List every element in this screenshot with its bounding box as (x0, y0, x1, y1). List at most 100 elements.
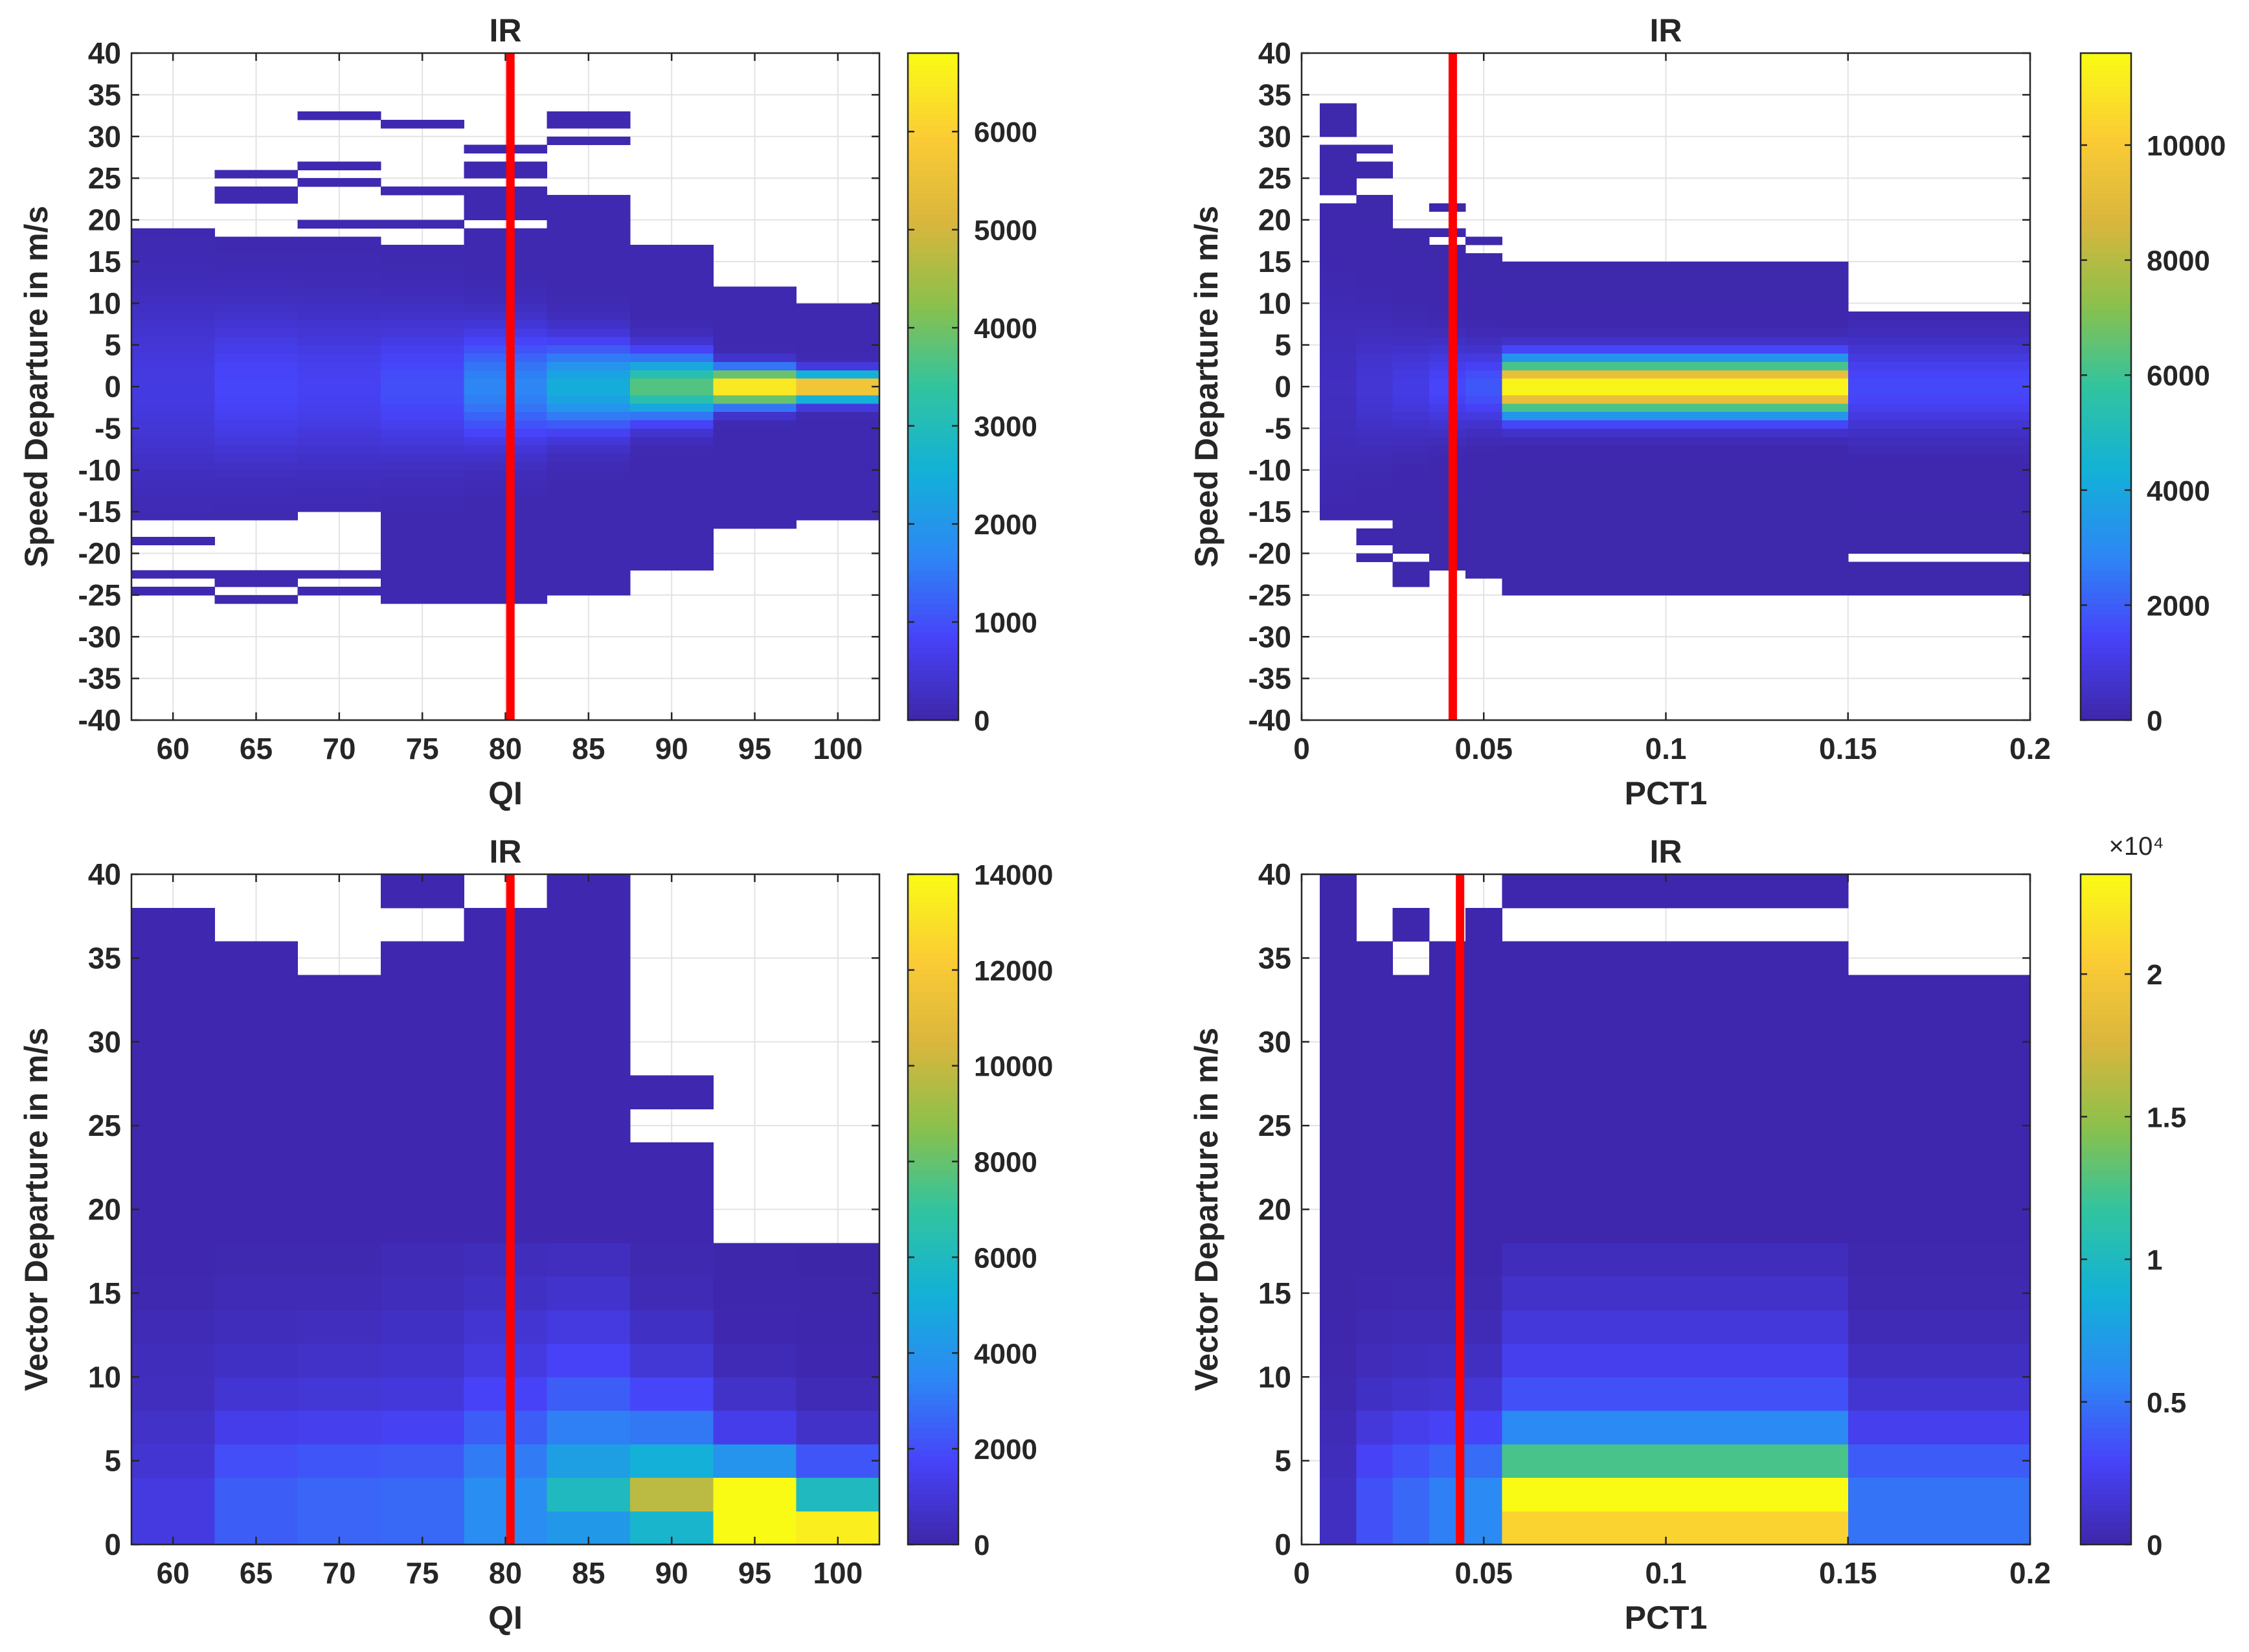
heatmap-cell (1356, 486, 1394, 495)
heatmap-cell (464, 1410, 548, 1445)
heatmap-cell (1465, 345, 1502, 354)
x-tick-label: 0 (1293, 732, 1310, 765)
heatmap-cell (1356, 495, 1394, 504)
heatmap-cell (630, 1075, 714, 1109)
heatmap-cell (297, 378, 381, 387)
heatmap-cell (381, 520, 464, 529)
heatmap-cell (1356, 1511, 1394, 1545)
colorbar-step (908, 969, 958, 976)
heatmap-cell (1320, 1008, 1357, 1043)
heatmap-cell (796, 370, 880, 379)
heatmap-cell (1848, 453, 2031, 462)
colorbar-step (2081, 1494, 2131, 1500)
heatmap-cell (214, 570, 299, 579)
colorbar-step (2081, 1002, 2131, 1009)
heatmap-cell (464, 403, 548, 413)
colorbar-step (908, 1449, 958, 1456)
colorbar-step (2081, 1416, 2131, 1423)
heatmap-cell (1392, 1377, 1430, 1411)
heatmap-cell (381, 269, 464, 279)
heatmap-cell (464, 411, 548, 420)
heatmap-cell (464, 594, 548, 604)
colorbar-step (2081, 1488, 2131, 1495)
colorbar-step (908, 879, 958, 887)
heatmap-cell (1356, 370, 1394, 379)
colorbar-step (2081, 620, 2131, 627)
heatmap-cell (1392, 328, 1430, 337)
colorbar-step (908, 114, 958, 120)
colorbar-step (2081, 575, 2131, 582)
y-tick-label: 15 (88, 245, 121, 278)
heatmap-cell (630, 453, 714, 462)
heatmap-cell (1502, 269, 1849, 279)
heatmap-cell (1848, 536, 2031, 546)
heatmap-cell (547, 1142, 631, 1177)
heatmap-cell (1465, 394, 1502, 404)
heatmap-cell (547, 461, 631, 471)
colorbar-step (908, 508, 958, 515)
heatmap-cell (464, 328, 548, 337)
heatmap-cell (796, 328, 880, 337)
heatmap-cell (1356, 269, 1394, 279)
heatmap-cell (131, 1309, 215, 1344)
heatmap-cell (1392, 486, 1430, 495)
colorbar-step (2081, 481, 2131, 488)
colorbar-tick-label: 2000 (974, 1434, 1037, 1465)
heatmap-cell (1320, 907, 1357, 942)
heatmap-cell (1320, 103, 1357, 112)
colorbar-step (2081, 231, 2131, 238)
heatmap-cell (547, 236, 631, 245)
heatmap-cell (713, 1243, 797, 1277)
colorbar-step (2081, 1175, 2131, 1182)
heatmap-cell (214, 403, 299, 413)
y-tick-label: 35 (88, 78, 121, 111)
colorbar-step (908, 575, 958, 582)
heatmap-cell (381, 941, 464, 975)
heatmap-cell (381, 370, 464, 379)
heatmap-cell (1392, 528, 1430, 537)
heatmap-cell (1465, 1443, 1502, 1478)
y-tick-label: -20 (78, 537, 121, 571)
heatmap-cell (1429, 336, 1466, 346)
heatmap-cell (214, 370, 299, 379)
y-tick-label: 30 (1258, 1025, 1291, 1059)
x-tick-label: 95 (738, 1556, 771, 1590)
x-tick-label: 70 (322, 732, 356, 765)
heatmap-cell (547, 512, 631, 521)
colorbar-step (2081, 342, 2131, 348)
colorbar-step (2081, 980, 2131, 987)
heatmap-cells (1320, 103, 2031, 596)
heatmap-cell (713, 311, 797, 321)
colorbar-step (908, 653, 958, 660)
heatmap-cell (131, 261, 215, 271)
colorbar-step (2081, 253, 2131, 260)
heatmap-cell (131, 403, 215, 413)
heatmap-cell (1392, 520, 1430, 529)
colorbar-step (2081, 1443, 2131, 1451)
heatmap-cell (297, 461, 381, 471)
heatmap-cell (1465, 561, 1502, 571)
heatmap-cell (464, 1175, 548, 1210)
heatmap-cell (131, 1477, 215, 1511)
colorbar-step (2081, 1254, 2131, 1261)
y-tick-label: -5 (95, 411, 121, 445)
heatmap-cell (1320, 203, 1357, 212)
heatmap-cell (713, 503, 797, 512)
heatmap-cell (1320, 269, 1357, 279)
colorbar-step (2081, 1181, 2131, 1188)
heatmap-cell (1356, 228, 1394, 237)
heatmap-cell (1429, 203, 1466, 212)
heatmap-cell (1356, 1477, 1394, 1511)
heatmap-cell (1392, 278, 1430, 287)
heatmap-cell (381, 1477, 464, 1511)
colorbar-step (908, 1053, 958, 1059)
heatmap-cell (1392, 1477, 1430, 1511)
heatmap-cell (131, 345, 215, 354)
y-tick-label: 5 (1274, 328, 1291, 362)
colorbar-tick-label: 0 (974, 705, 989, 737)
colorbar-step (908, 1282, 958, 1289)
colorbar-step (908, 1511, 958, 1517)
colorbar-step (2081, 147, 2131, 154)
colorbar-step (2081, 92, 2131, 98)
